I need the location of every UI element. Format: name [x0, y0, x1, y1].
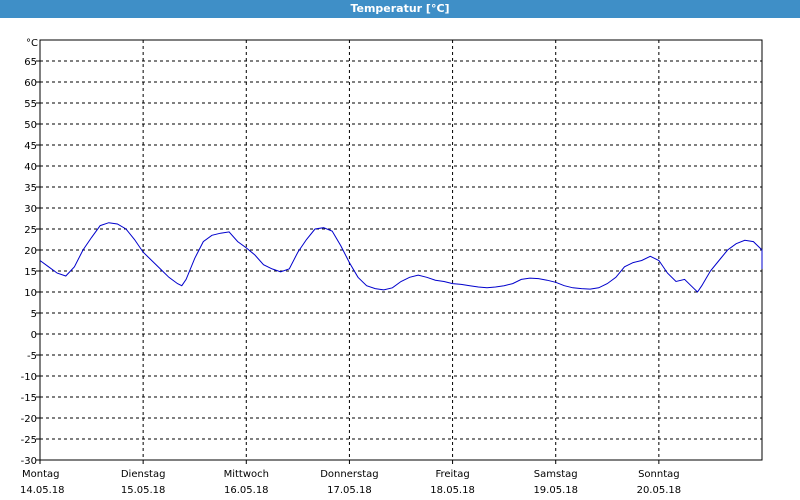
grid-lines	[40, 40, 762, 460]
y-tick-label: 40	[24, 162, 37, 173]
x-tick-label-day: Samstag	[534, 469, 578, 480]
x-tick-label-date: 17.05.18	[327, 485, 372, 496]
y-tick-label: 20	[24, 246, 37, 257]
y-tick-label: 55	[24, 99, 37, 110]
x-tick-label-date: 18.05.18	[430, 485, 475, 496]
x-tick-label-date: 20.05.18	[637, 485, 682, 496]
x-tick-label-date: 14.05.18	[20, 485, 65, 496]
x-tick-label-day: Freitag	[435, 469, 469, 480]
y-tick-label: 60	[24, 78, 37, 89]
x-tick-label-day: Sonntag	[638, 469, 680, 480]
y-tick-label: -15	[21, 393, 37, 404]
y-tick-label: -10	[21, 372, 37, 383]
y-axis-ticks: -30 -25 -20 -15 -10 -5 0 5 10 15 20 25 30 35 40 45 50 55 6…	[21, 57, 40, 467]
y-tick-label: 15	[24, 267, 37, 278]
y-tick-label: -20	[21, 414, 37, 425]
x-tick-label-date: 19.05.18	[533, 485, 578, 496]
y-tick-label: -5	[27, 351, 37, 362]
x-tick-label-date: 16.05.18	[224, 485, 269, 496]
temperature-line-chart: -30 -25 -20 -15 -10 -5 0 5 10 15 20 25 30 35 40 45 50 55 6…	[20, 38, 763, 496]
x-tick-label-day: Mittwoch	[224, 469, 269, 480]
y-axis-unit-label: °C	[26, 38, 38, 49]
y-tick-label: 0	[31, 330, 37, 341]
y-tick-label: 10	[24, 288, 37, 299]
x-tick-label-date: 15.05.18	[121, 485, 166, 496]
y-tick-label: 50	[24, 120, 37, 131]
y-tick-label: 45	[24, 141, 37, 152]
x-tick-label-day: Montag	[22, 469, 59, 480]
x-axis-ticks: Montag 14.05.18 Dienstag 15.05.18 Mittwoch 16…	[20, 460, 681, 496]
y-tick-label: 35	[24, 183, 37, 194]
y-tick-label: 5	[31, 309, 37, 320]
y-tick-label: 30	[24, 204, 37, 215]
y-tick-label: -25	[21, 435, 37, 446]
y-tick-label: 65	[24, 57, 37, 68]
x-tick-label-day: Donnerstag	[320, 469, 378, 480]
y-tick-label: 25	[24, 225, 37, 236]
chart-title: Temperatur [°C]	[0, 0, 800, 18]
temperature-series-line	[39, 222, 763, 293]
x-tick-label-day: Dienstag	[121, 469, 166, 480]
y-tick-label: -30	[21, 456, 37, 467]
